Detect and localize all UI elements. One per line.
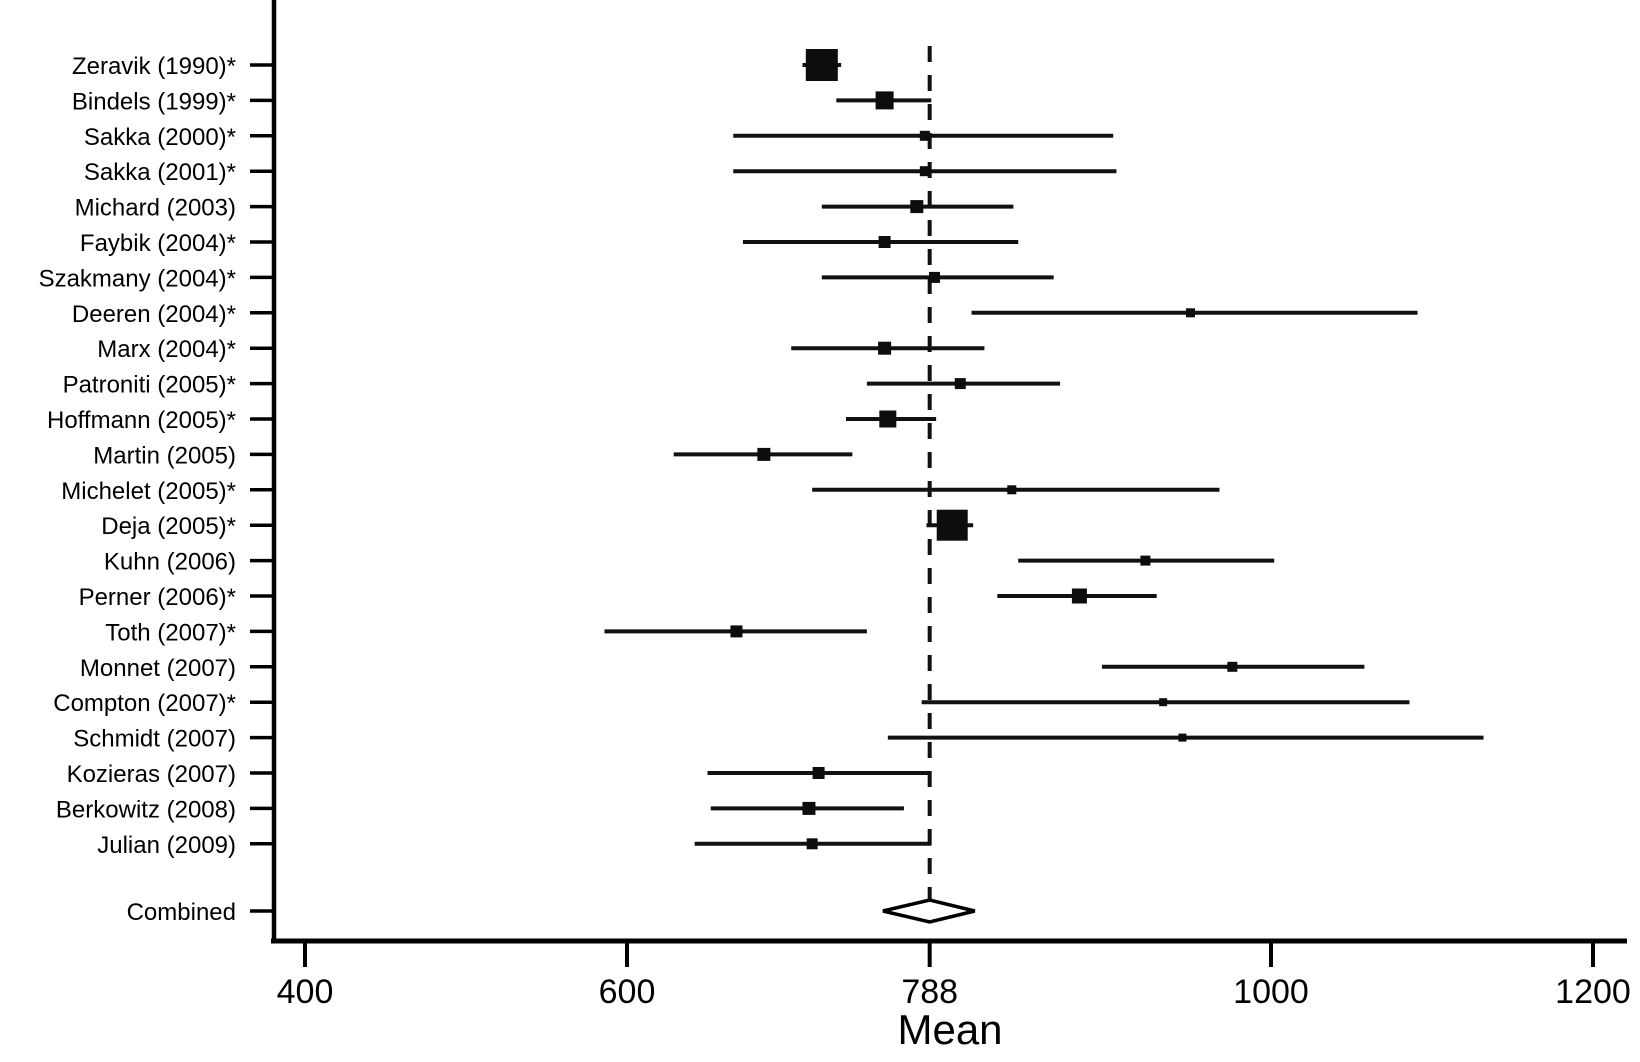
mean-square	[919, 166, 930, 177]
study-label: Faybik (2004)*	[80, 230, 236, 257]
mean-square	[879, 410, 897, 428]
axes-frame	[271, 0, 1627, 944]
study-row: Szakmany (2004)*	[39, 265, 1054, 292]
mean-square	[1071, 588, 1087, 604]
study-row: Michelet (2005)*	[61, 478, 1220, 505]
mean-square	[878, 341, 892, 355]
mean-square	[1186, 308, 1195, 318]
study-row: Toth (2007)*	[105, 619, 867, 646]
study-label: Perner (2006)*	[79, 584, 236, 611]
study-row: Berkowitz (2008)	[56, 796, 904, 823]
study-rows-group: Zeravik (1990)* Bindels (1999)* Sakka (200…	[39, 49, 1484, 859]
mean-square	[954, 378, 966, 390]
study-label: Martin (2005)	[93, 442, 236, 469]
study-row: Martin (2005)	[93, 442, 853, 469]
mean-square	[1178, 733, 1187, 742]
study-label: Deja (2005)*	[101, 513, 236, 540]
study-row: Marx (2004)*	[97, 336, 985, 363]
study-row: Zeravik (1990)*	[72, 49, 842, 81]
study-label: Sakka (2001)*	[84, 159, 236, 186]
mean-square	[936, 509, 968, 541]
mean-square	[919, 130, 930, 141]
mean-square	[1140, 555, 1151, 566]
study-row: Compton (2007)*	[53, 690, 1410, 717]
study-label: Hoffmann (2005)*	[47, 407, 236, 434]
combined-label: Combined	[127, 899, 236, 926]
study-row: Faybik (2004)*	[80, 230, 1019, 257]
x-tick-label: 400	[277, 973, 334, 1011]
study-row: Hoffmann (2005)*	[47, 407, 937, 434]
combined-diamond-group: Combined	[127, 898, 976, 926]
study-label: Bindels (1999)*	[72, 88, 236, 115]
study-label: Marx (2004)*	[97, 336, 236, 363]
x-tick-label: 1200	[1555, 973, 1631, 1011]
mean-square	[878, 236, 891, 248]
mean-square	[875, 91, 894, 110]
x-tick-label: 1000	[1233, 973, 1309, 1011]
study-label: Michard (2003)	[75, 195, 236, 222]
study-label: Toth (2007)*	[105, 619, 236, 646]
mean-square	[1227, 661, 1238, 672]
study-row: Deja (2005)*	[101, 509, 974, 541]
study-row: Deeren (2004)*	[72, 301, 1418, 328]
study-row: Kuhn (2006)	[104, 549, 1275, 576]
study-label: Patroniti (2005)*	[63, 372, 236, 399]
mean-square	[1007, 485, 1017, 495]
mean-square	[730, 625, 743, 638]
mean-square	[802, 801, 816, 815]
mean-square	[757, 447, 771, 461]
x-axis-title: Mean	[897, 1006, 1002, 1053]
study-label: Deeren (2004)*	[72, 301, 236, 328]
study-row: Michard (2003)	[75, 195, 1014, 222]
study-label: Kuhn (2006)	[104, 549, 236, 576]
study-row: Perner (2006)*	[79, 584, 1157, 611]
study-label: Michelet (2005)*	[61, 478, 236, 505]
combined-diamond	[882, 898, 976, 924]
mean-square	[1159, 698, 1168, 707]
study-row: Julian (2009)	[97, 832, 932, 859]
study-row: Monnet (2007)	[80, 655, 1365, 682]
x-tick-label: 600	[599, 973, 656, 1011]
study-row: Patroniti (2005)*	[63, 372, 1061, 399]
mean-square	[812, 767, 825, 779]
study-row: Bindels (1999)*	[72, 88, 932, 115]
x-axis-group: 400 600 788 1000 1200	[277, 941, 1631, 1011]
study-label: Zeravik (1990)*	[72, 53, 236, 80]
mean-square	[910, 200, 924, 214]
study-label: Sakka (2000)*	[84, 124, 236, 151]
study-label: Julian (2009)	[97, 832, 236, 859]
study-label: Compton (2007)*	[53, 690, 236, 717]
study-row: Kozieras (2007)	[67, 761, 930, 788]
study-label: Berkowitz (2008)	[56, 796, 236, 823]
study-row: Sakka (2000)*	[84, 124, 1114, 151]
study-label: Schmidt (2007)	[73, 726, 236, 753]
x-tick-label: 788	[901, 973, 958, 1011]
mean-square	[806, 838, 818, 850]
study-label: Monnet (2007)	[80, 655, 236, 682]
mean-square	[929, 271, 941, 283]
study-label: Kozieras (2007)	[67, 761, 236, 788]
mean-square	[805, 49, 838, 81]
study-row: Sakka (2001)*	[84, 159, 1117, 186]
study-label: Szakmany (2004)*	[39, 265, 236, 292]
study-row: Schmidt (2007)	[73, 726, 1484, 753]
